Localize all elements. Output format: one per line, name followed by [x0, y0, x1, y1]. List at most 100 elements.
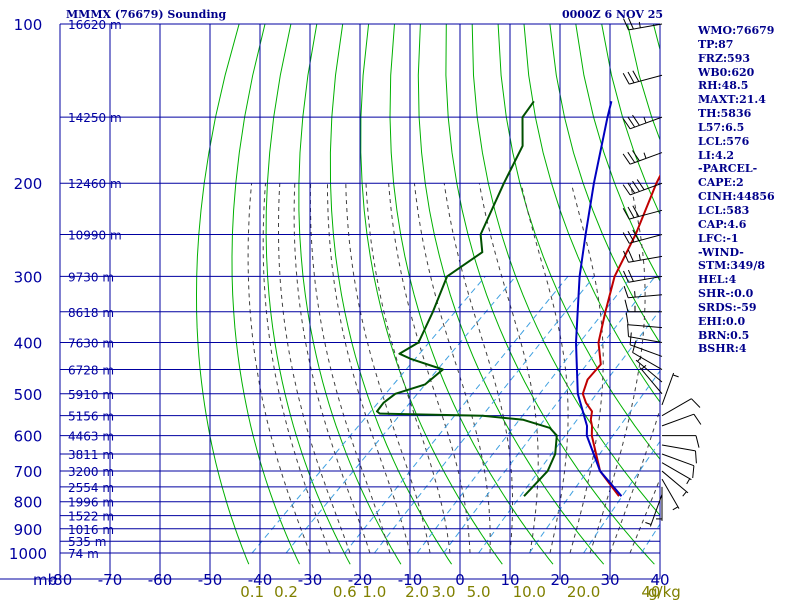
barb-feather: [627, 249, 634, 262]
temperature-tick-label: 20: [550, 571, 569, 589]
pressure-tick-label: 800: [14, 494, 43, 512]
dry-adiabat: [329, 24, 453, 565]
barb-feather: [627, 151, 636, 163]
height-label: 1996 m: [68, 496, 114, 510]
index-item: CAPE:2: [698, 176, 744, 190]
barb-half-feather: [641, 365, 647, 370]
barb-feather: [627, 206, 635, 219]
pressure-tick-label: 200: [14, 175, 43, 193]
wind-barb: [624, 299, 663, 313]
barb-staff: [628, 294, 663, 299]
pressure-tick-label: 700: [14, 463, 43, 481]
barb-feather: [692, 465, 695, 479]
wind-barb: [661, 413, 702, 427]
height-label: 1016 m: [68, 523, 114, 537]
wind-barb: [622, 114, 663, 130]
temperature-tick-label: -10: [398, 571, 423, 589]
index-item: LCL:576: [698, 134, 750, 148]
moist-adiabat: [629, 477, 660, 554]
index-item: SHR-:0.0: [698, 287, 754, 301]
wind-barb: [622, 205, 663, 220]
barb-feather: [622, 73, 630, 85]
barb-feather: [632, 205, 640, 217]
sounding-traces: [376, 100, 660, 497]
barb-staff: [628, 23, 663, 31]
index-item: BSHR:4: [698, 342, 747, 356]
height-label: 4463 m: [68, 430, 114, 444]
barb-feather: [627, 17, 634, 30]
barb-feather: [627, 116, 636, 128]
barb-feather: [691, 398, 701, 408]
wind-barb: [661, 398, 701, 417]
temperature-tick-label: -80: [48, 571, 73, 589]
barb-feather: [632, 114, 640, 126]
dry-adiabat: [265, 24, 351, 565]
barb-staff: [632, 352, 663, 370]
dry-adiabat: [549, 24, 660, 344]
index-item: WB0:620: [698, 65, 755, 79]
barb-feather: [622, 184, 631, 196]
height-label: 7630 m: [68, 336, 114, 350]
mixing-ratio-unit: g/kg: [648, 583, 681, 600]
height-label: 3200 m: [68, 465, 114, 479]
barb-feather: [629, 332, 632, 345]
temperature-tick-label: -70: [98, 571, 123, 589]
barb-feather: [627, 269, 634, 282]
barb-staff: [635, 359, 663, 383]
index-item: TH:5836: [698, 107, 752, 121]
index-item: MAXT:21.4: [698, 93, 766, 107]
barb-half-feather: [672, 374, 679, 378]
barb-staff: [628, 324, 663, 329]
height-label: 6728 m: [68, 364, 114, 378]
height-label: 9730 m: [68, 270, 114, 284]
index-item: LCL:583: [698, 203, 750, 217]
moist-adiabat: [609, 407, 660, 554]
barb-staff: [661, 413, 695, 427]
barb-feather: [622, 232, 630, 244]
temperature-tick-label: -60: [148, 571, 173, 589]
wind-barb: [635, 356, 663, 383]
index-item: FRZ:593: [698, 51, 751, 65]
dewpoint-trace: [376, 100, 558, 497]
barb-feather: [695, 450, 697, 464]
dry-adiabat: [445, 24, 655, 565]
index-item: BRN:0.5: [698, 328, 750, 342]
wind-barb: [639, 365, 663, 395]
barb-staff: [629, 182, 663, 196]
moist-adiabat: [520, 183, 569, 554]
barb-feather: [695, 435, 700, 448]
barb-feather: [625, 312, 629, 325]
barb-feather: [623, 285, 629, 298]
mixing-ratio-label: 10.0: [513, 583, 546, 600]
barb-feather: [622, 153, 631, 165]
height-label: 14250 m: [68, 111, 122, 125]
wind-barb: [661, 462, 692, 485]
barb-half-feather: [643, 117, 647, 124]
height-label: 2554 m: [68, 481, 114, 495]
index-item: CAP:4.6: [698, 217, 747, 231]
moist-adiabat: [478, 183, 539, 554]
barb-feather: [693, 413, 702, 425]
wind-barb: [661, 478, 680, 511]
moist-adiabat: [293, 183, 371, 554]
barb-feather: [622, 118, 631, 130]
barb-staff: [661, 462, 692, 481]
height-label: 12460 m: [68, 177, 122, 191]
height-label: 10990 m: [68, 229, 122, 243]
temperature-tick-label: 40: [650, 571, 669, 589]
moist-adiabat: [262, 183, 331, 554]
wind-barb: [623, 285, 663, 299]
barb-staff: [629, 209, 663, 220]
parcel-trace: [575, 101, 623, 497]
temperature-tick-label: 0: [455, 571, 465, 589]
barb-half-feather: [637, 356, 642, 362]
height-label: 1522 m: [68, 510, 114, 524]
barb-feather: [627, 324, 629, 337]
valid-time: 0000Z 6 NOV 25: [562, 8, 664, 21]
temperature-tick-label: 30: [600, 571, 619, 589]
dry-adiabat: [360, 24, 503, 565]
index-item: SRDS:-59: [698, 300, 757, 314]
temperature-tick-label: -20: [348, 571, 373, 589]
